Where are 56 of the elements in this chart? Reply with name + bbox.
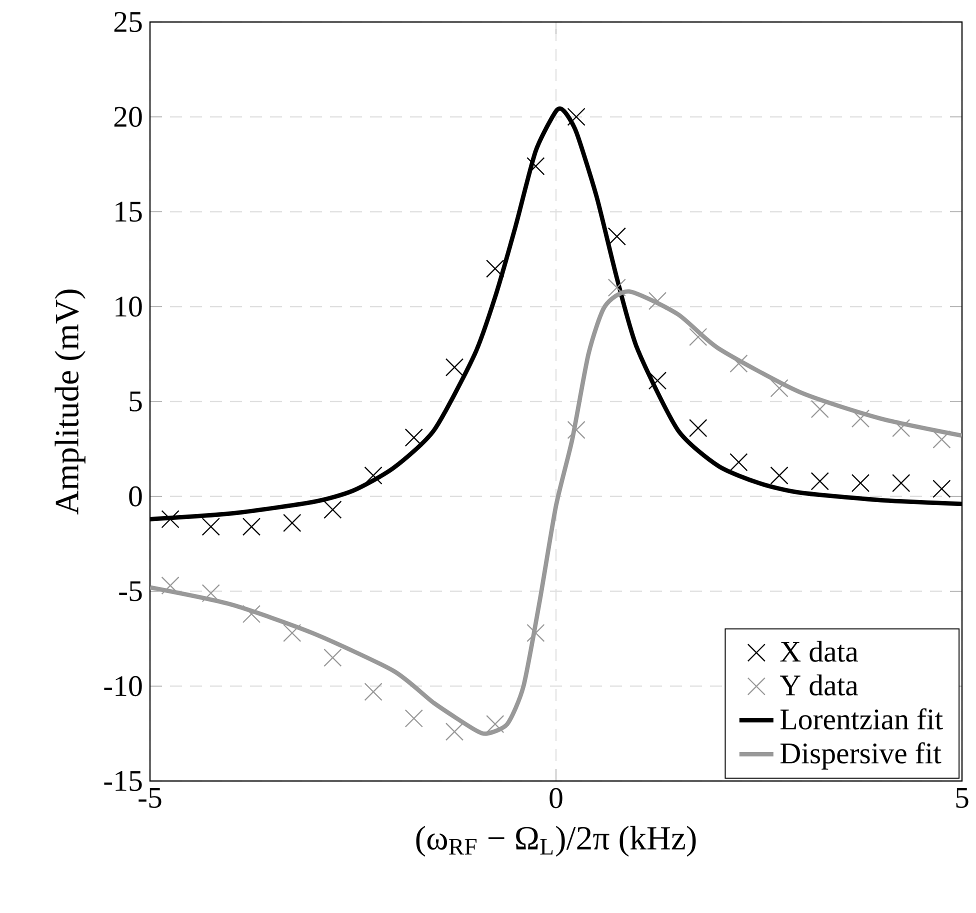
y-tick-label: 15 (116, 202, 142, 222)
point (161, 576, 180, 595)
y-tick-label: 10 (116, 296, 142, 317)
point (567, 420, 586, 440)
y-tick-label: -5 (119, 581, 142, 602)
point (324, 648, 342, 667)
point (892, 418, 910, 438)
y-tick-label: 20 (114, 106, 142, 127)
legend-label: Dispersive fit (780, 742, 942, 770)
point (324, 500, 342, 519)
point (648, 372, 667, 390)
point (242, 604, 261, 624)
point (283, 514, 302, 532)
point (810, 400, 829, 418)
point (892, 474, 910, 492)
x-tick-label: 0 (550, 788, 562, 808)
point (526, 624, 545, 642)
point (648, 292, 667, 310)
point (486, 260, 504, 278)
point (486, 714, 504, 734)
point (202, 584, 220, 602)
point (932, 430, 951, 449)
point (608, 227, 626, 246)
point (851, 409, 870, 428)
point (770, 379, 788, 398)
point (283, 624, 302, 642)
point (567, 108, 586, 126)
y-tick-label: 5 (130, 392, 142, 412)
point (202, 518, 220, 536)
point (242, 518, 261, 536)
point (364, 466, 382, 485)
point (526, 157, 545, 176)
legend-label: Y data (780, 674, 858, 696)
point (445, 722, 464, 741)
point (730, 453, 748, 472)
point (364, 682, 382, 701)
point (932, 480, 951, 498)
y-tick-label: 25 (114, 12, 142, 32)
y-axis-title: Amplitude (mV) (54, 290, 86, 515)
y-tick-label: 0 (129, 486, 142, 506)
y-tick-label: -10 (104, 676, 142, 696)
legend-label: X data (780, 640, 858, 662)
point (445, 358, 464, 376)
point (161, 510, 180, 528)
point (851, 474, 870, 492)
point (689, 328, 708, 346)
point (404, 709, 423, 728)
x-axis-title: (ω$_{RF}$ − Ω$_{L}$)/2π (kHz) (416, 826, 696, 857)
point (689, 418, 708, 438)
legend-label: Lorentzian fit (780, 708, 943, 730)
point (404, 428, 423, 447)
point (608, 278, 626, 297)
x-tick-label: 5 (956, 788, 968, 808)
point (770, 466, 788, 485)
point (730, 354, 748, 373)
point (810, 472, 829, 490)
